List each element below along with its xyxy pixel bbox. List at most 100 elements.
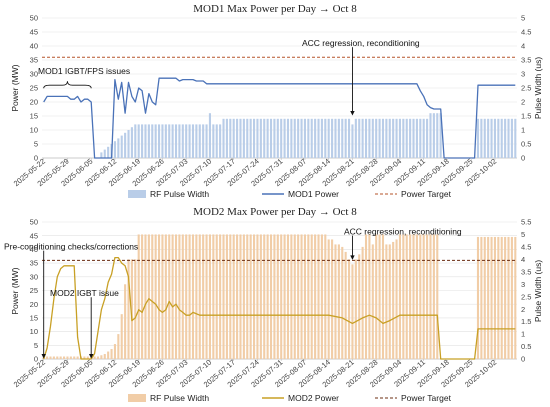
pulse-width-bar bbox=[229, 234, 232, 359]
annotation-label: MOD2 IGBT issue bbox=[50, 288, 119, 298]
pulse-width-bar bbox=[232, 118, 235, 158]
pulse-width-bar bbox=[225, 234, 228, 359]
pulse-width-bar bbox=[487, 118, 490, 158]
pulse-width-bar bbox=[348, 118, 351, 158]
pulse-width-bar bbox=[100, 152, 103, 158]
pulse-width-bar bbox=[198, 124, 201, 158]
pulse-width-bar bbox=[141, 234, 144, 359]
pulse-width-bar bbox=[341, 118, 344, 158]
y-tick-label: 40 bbox=[30, 42, 38, 51]
chart-title: MOD1 Max Power per Day → Oct 8 bbox=[193, 3, 357, 15]
pulse-width-bar bbox=[239, 234, 242, 359]
pulse-width-bar bbox=[327, 239, 330, 359]
pulse-width-bar bbox=[514, 118, 517, 158]
annotation-arrow-head bbox=[88, 354, 94, 359]
pulse-width-bar bbox=[147, 124, 150, 158]
bar-series bbox=[100, 113, 517, 158]
pulse-width-bar bbox=[310, 118, 313, 158]
y2-tick-label: 0 bbox=[521, 355, 525, 364]
pulse-width-bar bbox=[134, 259, 137, 359]
pulse-width-bar bbox=[164, 234, 167, 359]
pulse-width-bar bbox=[266, 234, 269, 359]
pulse-width-bar bbox=[500, 236, 503, 359]
pulse-width-bar bbox=[117, 138, 120, 158]
pulse-width-bar bbox=[507, 236, 510, 359]
pulse-width-bar bbox=[276, 234, 279, 359]
pulse-width-bar bbox=[178, 234, 181, 359]
pulse-width-bar bbox=[256, 234, 259, 359]
pulse-width-bar bbox=[124, 132, 127, 158]
pulse-width-bar bbox=[436, 234, 439, 359]
pulse-width-bar bbox=[324, 234, 327, 359]
pulse-width-bar bbox=[249, 118, 252, 158]
pulse-width-bar bbox=[181, 234, 184, 359]
pulse-width-bar bbox=[141, 124, 144, 158]
pulse-width-bar bbox=[205, 124, 208, 158]
pulse-width-bar bbox=[297, 118, 300, 158]
y2-tick-label: 0.5 bbox=[521, 140, 531, 149]
annotation-arrow-head bbox=[350, 111, 355, 116]
pulse-width-bar bbox=[100, 355, 103, 359]
pulse-width-bar bbox=[219, 124, 222, 158]
pulse-width-bar bbox=[246, 234, 249, 359]
pulse-width-bar bbox=[266, 118, 269, 158]
legend-label: MOD2 Power bbox=[288, 393, 339, 403]
y-tick-label: 5 bbox=[34, 341, 38, 350]
legend-label: RF Pulse Width bbox=[150, 393, 209, 403]
pulse-width-bar bbox=[134, 124, 137, 158]
pulse-width-bar bbox=[107, 351, 110, 359]
pulse-width-bar bbox=[300, 118, 303, 158]
pulse-width-bar bbox=[178, 124, 181, 158]
pulse-width-bar bbox=[76, 356, 79, 359]
pulse-width-bar bbox=[259, 234, 262, 359]
pulse-width-bar bbox=[273, 118, 276, 158]
pulse-width-bar bbox=[436, 113, 439, 158]
y2-tick-label: 2 bbox=[521, 98, 525, 107]
pulse-width-bar bbox=[283, 118, 286, 158]
pulse-width-bar bbox=[378, 118, 381, 158]
y2-tick-label: 3 bbox=[521, 70, 525, 79]
pulse-width-bar bbox=[174, 124, 178, 158]
pulse-width-bar bbox=[161, 234, 164, 359]
pulse-width-bar bbox=[286, 118, 290, 158]
pulse-width-bar bbox=[303, 234, 306, 359]
pulse-width-bar bbox=[161, 124, 164, 158]
pulse-width-bar bbox=[348, 259, 351, 359]
power-line bbox=[43, 77, 516, 159]
pulse-width-bar bbox=[273, 234, 276, 359]
y2-tick-label: 4.5 bbox=[521, 28, 531, 37]
y-tick-label: 20 bbox=[30, 300, 38, 309]
pulse-width-bar bbox=[212, 124, 215, 158]
pulse-width-bar bbox=[337, 244, 340, 359]
y-tick-label: 50 bbox=[30, 14, 38, 23]
annotation-label: ACC regression, reconditioning bbox=[344, 227, 462, 237]
pulse-width-bar bbox=[422, 118, 425, 158]
pulse-width-bar bbox=[320, 234, 323, 359]
pulse-width-bar bbox=[56, 356, 59, 359]
annotation-bracket bbox=[43, 81, 92, 89]
pulse-width-bar bbox=[490, 236, 493, 359]
pulse-width-bar bbox=[222, 118, 225, 158]
pulse-width-bar bbox=[208, 234, 211, 359]
pulse-width-bar bbox=[188, 124, 191, 158]
pulse-width-bar bbox=[344, 251, 347, 359]
pulse-width-bar bbox=[83, 356, 86, 359]
y2-tick-label: 3.5 bbox=[521, 267, 531, 276]
line-series bbox=[43, 77, 516, 159]
pulse-width-bar bbox=[392, 241, 395, 359]
legend-swatch-bar bbox=[128, 190, 146, 198]
pulse-width-bar bbox=[113, 344, 116, 359]
pulse-width-bar bbox=[174, 234, 178, 359]
pulse-width-bar bbox=[137, 124, 140, 158]
pulse-width-bar bbox=[46, 356, 49, 359]
y-axis: 0 5 10 15 20 25 30 35 40 45 50 bbox=[30, 218, 38, 364]
pulse-width-bar bbox=[385, 118, 388, 158]
pulse-width-bar bbox=[337, 118, 340, 158]
pulse-width-bar bbox=[202, 234, 205, 359]
legend: RF Pulse Width MOD2 Power Power Target bbox=[128, 393, 452, 403]
pulse-width-bar bbox=[364, 234, 368, 359]
y-tick-label: 45 bbox=[30, 28, 38, 37]
chart-title: MOD2 Max Power per Day → Oct 8 bbox=[193, 206, 357, 218]
pulse-width-bar bbox=[280, 234, 283, 359]
pulse-width-bar bbox=[388, 244, 391, 359]
